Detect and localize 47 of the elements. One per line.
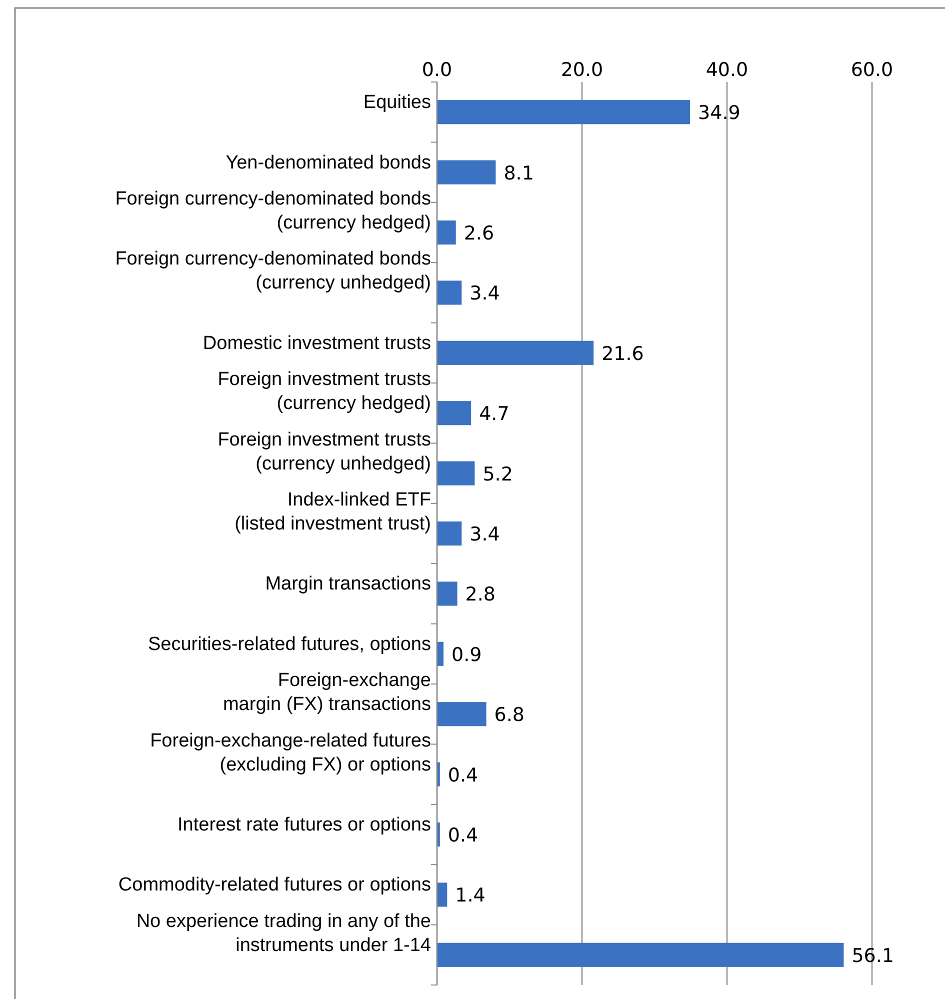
bar (437, 220, 456, 245)
bar (437, 521, 462, 546)
bar (437, 942, 844, 967)
data-label: 6.8 (494, 704, 525, 726)
data-label: 0.9 (452, 644, 482, 666)
data-label: 2.6 (464, 222, 494, 244)
bar (437, 100, 690, 124)
y-tick-label: Foreign-exchange margin (FX) transactions (222, 670, 431, 716)
data-label: 8.1 (504, 162, 534, 184)
y-tick-label: Yen-denominated bonds (226, 152, 431, 174)
y-tick-label: Securities-related futures, options (148, 634, 431, 655)
bar (437, 882, 448, 907)
y-tick-label: Foreign investment trusts (currency unhedged) (218, 429, 431, 474)
y-tick-label: Foreign-exchange-related futures (excluding FX) or options (150, 730, 431, 776)
data-label: 2.8 (465, 584, 496, 606)
y-tick-label: Margin transactions (265, 574, 431, 595)
bar (437, 642, 444, 666)
bar (437, 340, 594, 365)
data-label: 5.2 (482, 463, 513, 486)
y-tick-label: Foreign currency-denominated bonds (currency unhedged) (115, 248, 431, 294)
data-label: 34.9 (698, 102, 740, 124)
data-label: 0.4 (448, 764, 478, 786)
y-tick-label: Domestic investment trusts (202, 332, 431, 354)
x-tick-label: 60.0 (850, 59, 894, 81)
y-tick-label: Index-linked ETF (listed investment trust) (234, 490, 431, 534)
bar (437, 280, 462, 305)
bar (437, 401, 472, 426)
y-tick-label: Commodity-related futures or options (118, 874, 431, 896)
bar (437, 582, 458, 606)
y-tick-label: Interest rate futures or options (178, 814, 431, 836)
x-tick-label: 20.0 (560, 59, 604, 81)
x-tick-label: 0.0 (422, 59, 452, 81)
bar (437, 461, 475, 486)
y-tick-label: Foreign currency-denominated bonds (currency hedged) (115, 188, 431, 234)
y-tick-label: Foreign investment trusts (currency hedged) (218, 369, 431, 414)
data-label: 56.1 (852, 944, 894, 967)
y-tick-label: No experience trading in any of the instruments under 1-14 (136, 910, 432, 956)
x-tick-label: 40.0 (706, 59, 748, 81)
data-label: 1.4 (455, 884, 486, 907)
bar (437, 702, 486, 726)
data-label: 0.4 (448, 824, 478, 846)
data-label: 3.4 (470, 282, 500, 305)
bar (437, 160, 496, 184)
data-label: 4.7 (479, 403, 510, 426)
data-label: 21.6 (602, 342, 644, 365)
data-label: 3.4 (470, 524, 500, 546)
y-tick-label: Equities (363, 92, 431, 114)
